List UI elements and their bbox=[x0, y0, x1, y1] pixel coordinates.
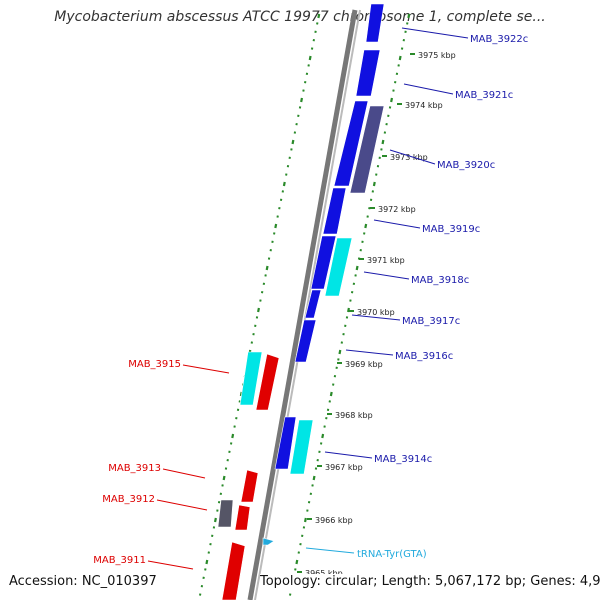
gene-name-labels: MAB_3922c MAB_3921c MAB_3920c MAB_3919c MAB_… bbox=[93, 34, 528, 566]
gene-label-mab_3915: MAB_3915 bbox=[128, 359, 181, 370]
outer-tick-marks-left bbox=[198, 13, 321, 596]
topology-text: Topology: circular; Length: 5,067,172 bp… bbox=[260, 574, 600, 589]
gene-label-mab_3918c: MAB_3918c bbox=[411, 275, 469, 286]
gene-trna-tyr bbox=[262, 537, 275, 546]
accession-text: Accession: NC_010397 bbox=[9, 574, 157, 589]
scale-label: 3972 kbp bbox=[378, 205, 416, 214]
tick-mark bbox=[381, 139, 385, 145]
tick-mark bbox=[398, 55, 402, 61]
tick-mark bbox=[257, 307, 260, 313]
gene-mab-3918c bbox=[310, 235, 337, 290]
tick-mark bbox=[372, 181, 376, 187]
tick-mark bbox=[231, 433, 235, 439]
tick-mark bbox=[222, 475, 226, 481]
scale-label: 3965 kbp bbox=[305, 569, 343, 578]
leader-line bbox=[345, 349, 394, 356]
scale-label: 3967 kbp bbox=[325, 463, 363, 472]
tick-mark bbox=[321, 433, 325, 439]
outer-tick-marks-right bbox=[288, 13, 411, 596]
scale-label: 3974 kbp bbox=[405, 101, 443, 110]
tick-mark bbox=[274, 223, 278, 229]
tick-mark bbox=[265, 265, 269, 271]
tick-mark bbox=[291, 139, 295, 145]
tick-mark bbox=[205, 559, 209, 565]
leader-line bbox=[324, 451, 373, 459]
tick-mark bbox=[329, 391, 333, 397]
tick-mark bbox=[308, 55, 312, 61]
gene-mab-3915-highlight bbox=[239, 351, 263, 406]
gene-mab-3912b bbox=[234, 504, 251, 531]
leader-line bbox=[389, 149, 436, 165]
leader-line bbox=[147, 560, 194, 570]
tick-mark bbox=[300, 97, 304, 103]
tick-mark bbox=[239, 391, 243, 397]
gene-highlight-1 bbox=[324, 237, 353, 297]
gene-label-mab_3917c: MAB_3917c bbox=[402, 316, 460, 327]
backbone-line-inner bbox=[254, 9, 361, 600]
gene-mab-3922c bbox=[365, 3, 385, 43]
scale-label: 3966 kbp bbox=[315, 516, 353, 525]
tick-mark bbox=[347, 307, 350, 313]
gene-dark-1 bbox=[349, 105, 385, 194]
tick-mark bbox=[282, 181, 286, 187]
scale-label: 3970 kbp bbox=[357, 308, 395, 317]
tick-mark bbox=[303, 517, 307, 523]
gene-features bbox=[217, 3, 385, 600]
gene-mab-3911 bbox=[221, 541, 246, 600]
page-title: Mycobacterium abscessus ATCC 19977 chrom… bbox=[54, 9, 546, 25]
scale-label: 3971 kbp bbox=[367, 256, 405, 265]
gene-mab-3921c bbox=[355, 49, 381, 97]
leader-line bbox=[156, 499, 208, 511]
tick-mark bbox=[317, 13, 321, 19]
scale-label: 3973 kbp bbox=[390, 153, 428, 162]
leader-line bbox=[351, 314, 401, 321]
tick-mark bbox=[338, 349, 342, 355]
scale-label: 3975 kbp bbox=[418, 51, 456, 60]
tick-mark bbox=[355, 265, 359, 271]
gene-label-mab_3922c: MAB_3922c bbox=[470, 34, 528, 45]
tick-mark bbox=[407, 13, 411, 19]
gene-label-mab_3912: MAB_3912 bbox=[102, 494, 155, 505]
tick-mark bbox=[295, 559, 299, 565]
tick-mark bbox=[312, 475, 316, 481]
backbone-line-outer bbox=[247, 9, 358, 600]
gene-mab-3916c bbox=[294, 319, 317, 363]
gene-label-mab_3913: MAB_3913 bbox=[108, 463, 161, 474]
scale-label: 3969 kbp bbox=[345, 360, 383, 369]
gene-mab-3915 bbox=[255, 353, 280, 411]
leader-line bbox=[373, 219, 421, 229]
gene-mab-3914c-highlight bbox=[289, 419, 314, 475]
gene-mab-3917c bbox=[304, 289, 322, 319]
gene-label-mab_3919c: MAB_3919c bbox=[422, 224, 480, 235]
leader-line bbox=[363, 271, 410, 280]
label-leader-lines bbox=[147, 27, 469, 570]
gene-mab-3914c bbox=[274, 416, 297, 470]
gene-label-mab_3914c: MAB_3914c bbox=[374, 454, 432, 465]
scale-tick-labels: 3975 kbp 3974 kbp 3973 kbp 3972 kbp 3971 kbp… bbox=[297, 51, 456, 578]
gene-mab-3913 bbox=[240, 469, 259, 503]
gene-mab-3920c bbox=[333, 100, 369, 187]
tick-mark bbox=[364, 223, 368, 229]
leader-line bbox=[162, 468, 206, 479]
gene-label-trna-tyr: tRNA-Tyr(GTA) bbox=[357, 549, 427, 560]
gene-mab-3912 bbox=[217, 499, 234, 528]
gene-label-mab_3911: MAB_3911 bbox=[93, 555, 146, 566]
tick-mark bbox=[390, 97, 394, 103]
gene-mab-3919c bbox=[322, 187, 347, 235]
leader-line bbox=[401, 27, 469, 39]
gene-label-mab_3920c: MAB_3920c bbox=[437, 160, 495, 171]
gene-label-mab_3921c: MAB_3921c bbox=[455, 90, 513, 101]
gene-label-mab_3916c: MAB_3916c bbox=[395, 351, 453, 362]
leader-line bbox=[403, 83, 454, 95]
leader-line bbox=[182, 364, 230, 374]
tick-mark bbox=[213, 517, 217, 523]
chromosome-backbone bbox=[247, 9, 361, 600]
leader-line bbox=[305, 547, 355, 554]
scale-label: 3968 kbp bbox=[335, 411, 373, 420]
